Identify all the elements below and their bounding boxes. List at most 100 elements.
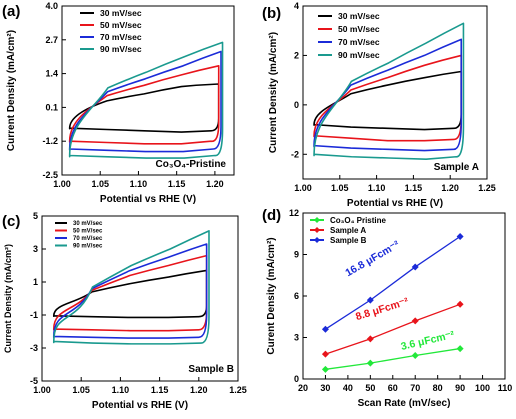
- panel-d-data-point-sample-a: [366, 335, 374, 343]
- panel-d-y-axis-title: Curent Density (mA/cm²): [266, 237, 277, 354]
- panel-d-data-point-co-o-pristine: [411, 351, 419, 359]
- panel-d-legend-marker-sample-a: [314, 227, 320, 233]
- panel-d-x-tick-label: 60: [388, 383, 398, 393]
- panel-b-cv-loop-90-mv-sec: [313, 22, 465, 161]
- panel-c-plot-frame: [41, 215, 239, 382]
- panel-c-cv-curves: [52, 230, 210, 345]
- panel-d-fit-lines-and-points: [321, 233, 464, 373]
- panel-c-x-tick-label: 1.20: [190, 385, 208, 395]
- panel-d-y-tick-label: 0: [294, 374, 299, 384]
- panel-c-cv-sample-b: (c) 1.00 1.05 1.10 1.15 1.20 1.25 -5 -3 -1 1 3 5 P…: [2, 211, 247, 411]
- panel-d-legend-marker-sample-b: [314, 237, 320, 243]
- panel-d-fit-line-co-o-pristine: [325, 347, 461, 370]
- panel-d-x-tick-label: 70: [410, 383, 420, 393]
- panel-d-x-tick-label: 90: [455, 383, 465, 393]
- panel-c-legend-label-90-mv-sec: 90 mV/sec: [73, 244, 103, 250]
- panel-b-legend-label-30-mv-sec: 30 mV/sec: [338, 11, 380, 21]
- panel-b-x-tick-label: 1.15: [405, 183, 423, 193]
- panel-c-x-ticks: 1.00 1.05 1.10 1.15 1.20 1.25: [33, 377, 247, 395]
- panel-d-slope-label-co-o-pristine: 3.6 μFcm⁻²: [400, 329, 456, 353]
- panel-c-x-tick-label: 1.00: [33, 385, 51, 395]
- panel-d-legend-marker-co-o-pristine: [314, 217, 320, 223]
- panel-d-data-point-co-o-pristine: [366, 359, 374, 367]
- panel-b-x-axis-title: Potential vs RHE (V): [347, 198, 443, 209]
- panel-c-y-tick-label: 5: [33, 211, 38, 221]
- panel-c-legend-label-50-mv-sec: 50 mV/sec: [73, 229, 103, 235]
- panel-a-y-axis-title: Current Density (mA/cm²): [6, 30, 17, 151]
- panel-b-legend: 30 mV/sec 50 mV/sec 70 mV/sec 90 mV/sec: [318, 11, 380, 60]
- panel-c-x-tick-label: 1.05: [72, 385, 90, 395]
- panel-b-cv-sample-a: (b) 1.00 1.05 1.10 1.15 1.20 1.25 -2 0 2 4 Poten…: [262, 1, 496, 209]
- panel-c-x-tick-label: 1.15: [151, 385, 169, 395]
- panel-c-legend-label-30-mv-sec: 30 mV/sec: [73, 221, 103, 227]
- panel-a-y-tick-label: -2.5: [42, 170, 58, 180]
- panel-b-sample-annotation: Sample A: [434, 162, 479, 173]
- panel-b-x-tick-label: 1.05: [331, 183, 349, 193]
- panel-d-slope-labels: 3.6 μFcm⁻²8.8 μFcm⁻²16.8 μFcm⁻²: [343, 238, 456, 352]
- panel-c-x-tick-label: 1.25: [229, 385, 247, 395]
- panel-b-cv-loop-50-mv-sec: [313, 54, 463, 142]
- panel-c-legend-label-70-mv-sec: 70 mV/sec: [73, 236, 103, 242]
- panel-d-data-point-sample-b: [456, 233, 464, 241]
- panel-c-x-tick-label: 1.10: [112, 385, 130, 395]
- panel-d-x-tick-label: 30: [320, 383, 330, 393]
- panel-c-y-tick-label: 3: [33, 244, 38, 254]
- panel-a-legend-label-70-mv-sec: 70 mV/sec: [100, 32, 142, 42]
- panel-a-cv-loop-90-mv-sec: [68, 41, 224, 159]
- panel-c-y-axis-title: Current Density (mA/cm²): [3, 244, 13, 353]
- panel-c-label: (c): [2, 213, 20, 230]
- panel-b-x-tick-label: 1.00: [294, 183, 312, 193]
- panel-d-data-point-sample-a: [411, 317, 419, 325]
- panel-d-y-tick-label: 9: [294, 250, 299, 260]
- panel-c-y-tick-label: 1: [33, 277, 38, 287]
- panel-d-data-point-sample-a: [321, 350, 329, 358]
- panel-d-slope-label-sample-a: 8.8 μFcm⁻²: [354, 296, 410, 324]
- panel-a-cv-loop-50-mv-sec: [68, 65, 220, 145]
- panel-a-cv-loop-70-mv-sec: [68, 50, 222, 153]
- panel-b-cv-curves: [313, 22, 465, 161]
- panel-d-fit-line-sample-b: [325, 235, 461, 330]
- panel-a-x-tick-label: 1.15: [168, 179, 186, 189]
- panel-c-y-ticks: -5 -3 -1 1 3 5: [30, 211, 46, 386]
- panel-c-y-tick-label: -3: [30, 343, 38, 353]
- panel-b-y-tick-label: -2: [291, 149, 299, 159]
- panel-d-x-tick-label: 40: [343, 383, 353, 393]
- panel-d-y-tick-label: 12: [289, 208, 299, 218]
- panel-d-x-tick-label: 80: [433, 383, 443, 393]
- panel-a-y-tick-label: 1.4: [45, 69, 58, 79]
- panel-d-data-point-sample-a: [456, 300, 464, 308]
- panel-b-legend-label-50-mv-sec: 50 mV/sec: [338, 24, 380, 34]
- panel-d-x-tick-label: 50: [365, 383, 375, 393]
- panel-a-legend: 30 mV/sec 50 mV/sec 70 mV/sec 90 mV/sec: [80, 8, 142, 54]
- panel-d-data-point-co-o-pristine: [321, 365, 329, 373]
- panel-a-y-ticks: -2.5 -1.2 0.1 1.4 2.7 4.0: [42, 1, 66, 180]
- panel-d-y-tick-label: 3: [294, 333, 299, 343]
- panel-a-y-tick-label: 4.0: [45, 1, 58, 11]
- panel-a-sample-annotation: Co₃O₄-Pristine: [155, 159, 226, 170]
- panel-b-x-tick-label: 1.10: [368, 183, 386, 193]
- panel-b-y-tick-label: 4: [294, 1, 299, 11]
- panel-a-cv-loop-30-mv-sec: [68, 83, 220, 133]
- panel-d-scan-rate-plot: (d) 20 30 40 50 60 70 80 90 100 110 0 3 6 9 12 Scan R…: [262, 207, 512, 409]
- panel-c-cv-loop-30-mv-sec: [52, 269, 208, 319]
- panel-a-cv-curves: [68, 41, 224, 159]
- panel-d-data-point-sample-b: [366, 296, 374, 304]
- panel-b-plot-frame: [302, 5, 488, 180]
- panel-a-legend-label-90-mv-sec: 90 mV/sec: [100, 44, 142, 54]
- panel-b-cv-loop-30-mv-sec: [313, 70, 463, 131]
- panel-c-x-axis-title: Potential vs RHE (V): [92, 400, 188, 411]
- panel-b-legend-label-90-mv-sec: 90 mV/sec: [338, 50, 380, 60]
- panel-a-x-tick-label: 1.05: [91, 179, 109, 189]
- panel-d-label: (d): [262, 207, 281, 224]
- panel-b-x-tick-label: 1.20: [441, 183, 459, 193]
- panel-a-plot-frame: [61, 5, 235, 176]
- panel-c-y-tick-label: -5: [30, 376, 38, 386]
- panel-b-cv-loop-70-mv-sec: [313, 38, 463, 152]
- panel-d-legend-label-sample-b: Sample B: [330, 236, 367, 245]
- panel-c-cv-loop-90-mv-sec: [52, 230, 210, 345]
- panel-d-x-axis-title: Scan Rate (mV/sec): [358, 398, 451, 409]
- panel-a-legend-label-50-mv-sec: 50 mV/sec: [100, 20, 142, 30]
